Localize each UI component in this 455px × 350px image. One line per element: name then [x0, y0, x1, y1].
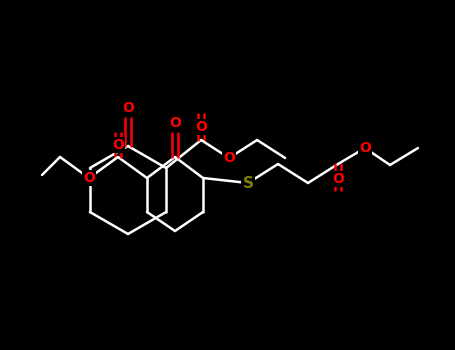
Text: O: O: [195, 120, 207, 134]
Text: O: O: [359, 141, 371, 155]
Text: O: O: [332, 172, 344, 186]
Text: O: O: [112, 138, 124, 152]
Text: O: O: [122, 101, 134, 115]
Text: O: O: [223, 151, 235, 165]
Text: O: O: [169, 116, 181, 130]
Text: O: O: [83, 171, 95, 185]
Text: S: S: [243, 175, 253, 190]
